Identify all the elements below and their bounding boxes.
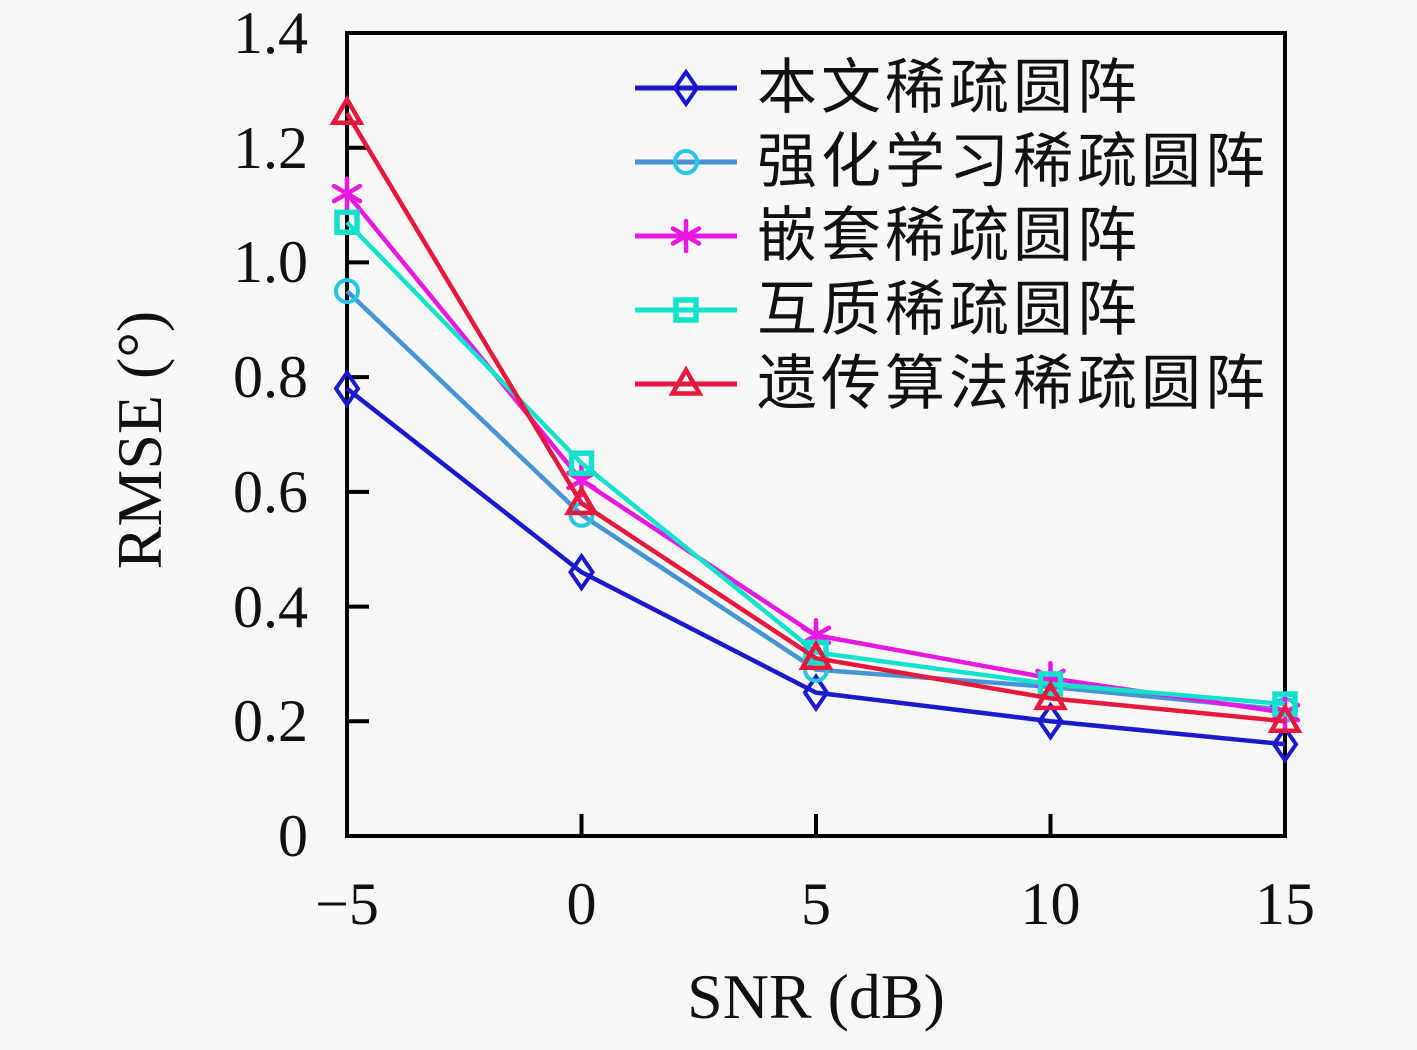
- data-point-marker: [1037, 671, 1064, 697]
- x-tick-label: 10: [1020, 871, 1081, 937]
- legend-label: 遗传算法稀疏圆阵: [757, 351, 1269, 417]
- asterisk-spoke: [670, 226, 702, 246]
- legend-label: 本文稀疏圆阵: [757, 55, 1141, 121]
- y-tick-label: 1.0: [233, 229, 308, 296]
- data-point-marker: [333, 369, 361, 409]
- y-tick-label: 0: [278, 803, 308, 869]
- legend-marker: [672, 68, 700, 108]
- x-tick-label: 15: [1255, 871, 1315, 937]
- series-diamond: [333, 369, 1299, 764]
- x-axis-title: SNR (dB): [687, 961, 945, 1032]
- y-tick-label: 1.2: [233, 114, 308, 181]
- legend-marker: [673, 297, 699, 323]
- legend-item-5: 遗传算法稀疏圆阵: [635, 351, 1269, 417]
- series-line-1: [345, 386, 1286, 747]
- data-point-marker: [1267, 702, 1303, 734]
- x-tick-label: 0: [566, 871, 597, 937]
- legend-marker: [668, 365, 704, 396]
- series-line-5: [345, 112, 1286, 724]
- y-tick-label: 0.4: [233, 573, 308, 640]
- data-point-marker: [568, 552, 595, 592]
- data-point-marker: [564, 484, 599, 516]
- x-tick-label: −5: [315, 871, 379, 937]
- series-square: [334, 209, 1298, 717]
- x-tick-label: 5: [801, 871, 831, 937]
- legend-item-2: 强化学习稀疏圆阵: [635, 129, 1269, 195]
- y-tick-label: 0.8: [233, 344, 308, 411]
- legend-label: 互质稀疏圆阵: [757, 277, 1141, 343]
- y-tick-label: 0.6: [233, 458, 308, 525]
- data-point-marker: [329, 94, 365, 126]
- series-line-4: [345, 220, 1286, 707]
- data-point-marker: [331, 176, 363, 211]
- data-point-marker: [568, 450, 595, 476]
- legend-label: 强化学习稀疏圆阵: [757, 129, 1269, 195]
- legend-marker: [670, 218, 702, 254]
- data-point-marker: [1271, 724, 1299, 764]
- legend-item-1: 本文稀疏圆阵: [635, 55, 1141, 121]
- y-tick-label: 0.2: [233, 688, 308, 755]
- asterisk-spoke: [331, 183, 363, 204]
- data-point-marker: [1037, 701, 1064, 741]
- data-point-marker: [1033, 679, 1068, 711]
- data-point-marker: [798, 639, 834, 670]
- legend-item-4: 互质稀疏圆阵: [635, 277, 1141, 343]
- data-point-marker: [802, 673, 830, 713]
- y-axis-title: RMSE (°): [104, 310, 175, 570]
- data-point-marker: [334, 278, 360, 305]
- y-tick-label: 1.4: [233, 0, 308, 66]
- legend-marker: [673, 149, 699, 175]
- legend-label: 嵌套稀疏圆阵: [757, 203, 1141, 269]
- data-point-marker: [334, 209, 360, 236]
- series-triangle: [329, 94, 1303, 734]
- legend-item-3: 嵌套稀疏圆阵: [635, 203, 1141, 269]
- data-point-marker: [1272, 691, 1298, 717]
